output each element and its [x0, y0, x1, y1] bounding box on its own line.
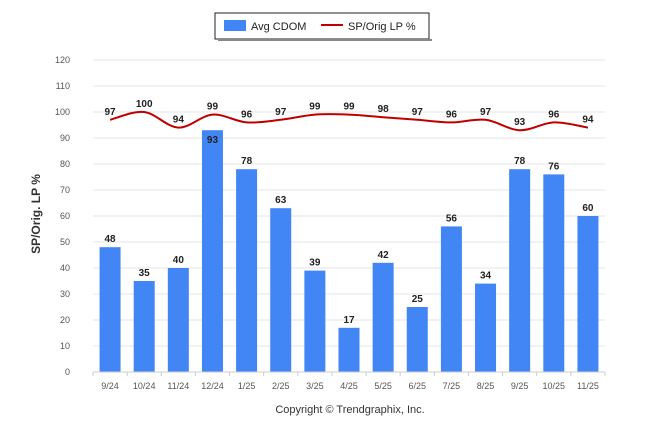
x-tick-label: 9/25	[511, 381, 529, 391]
x-tick-label: 10/25	[543, 381, 566, 391]
bar	[338, 327, 360, 372]
line-value-label: 97	[412, 107, 424, 118]
x-tick-label: 10/24	[133, 381, 156, 391]
bar-value-label: 76	[548, 161, 560, 172]
bar	[270, 208, 292, 372]
y-tick-label: 30	[60, 289, 70, 299]
bar	[133, 281, 155, 372]
y-tick-label: 50	[60, 237, 70, 247]
x-tick-label: 1/25	[238, 381, 256, 391]
bar	[304, 270, 326, 372]
bar-value-label: 60	[582, 203, 594, 214]
y-tick-label: 70	[60, 185, 70, 195]
line-value-label: 94	[582, 115, 594, 126]
bar	[406, 307, 428, 372]
legend-bar-label: Avg CDOM	[251, 21, 306, 33]
bar	[201, 130, 223, 372]
bar	[577, 216, 599, 372]
bar-value-label: 63	[275, 195, 287, 206]
line-value-label: 97	[105, 107, 117, 118]
line-value-label: 94	[173, 115, 185, 126]
bar-value-label: 48	[105, 234, 117, 245]
line-value-label: 99	[207, 102, 219, 113]
line-value-label: 97	[480, 107, 492, 118]
bar-value-label: 35	[139, 268, 151, 279]
x-tick-label: 9/24	[101, 381, 119, 391]
bar	[236, 169, 258, 372]
x-tick-label: 12/24	[201, 381, 224, 391]
x-tick-label: 2/25	[272, 381, 290, 391]
bar-value-label: 78	[514, 156, 526, 167]
bar-value-label: 25	[412, 294, 424, 305]
bar	[440, 226, 462, 372]
bar	[509, 169, 531, 372]
y-tick-label: 80	[60, 159, 70, 169]
x-tick-label: 11/25	[577, 381, 599, 391]
x-tick-label: 6/25	[409, 381, 427, 391]
bar	[475, 283, 497, 372]
bar	[372, 262, 394, 372]
y-tick-label: 60	[60, 211, 70, 221]
legend-line-label: SP/Orig LP %	[348, 21, 416, 33]
bar-value-label: 39	[309, 258, 321, 269]
bar-value-label: 40	[173, 255, 185, 266]
x-tick-label: 11/24	[167, 381, 189, 391]
line-value-label: 100	[136, 99, 153, 110]
y-tick-label: 20	[60, 315, 70, 325]
bar	[543, 174, 565, 372]
bars	[99, 130, 599, 372]
line-value-label: 99	[309, 102, 321, 113]
line-value-label: 93	[514, 117, 526, 128]
y-tick-label: 0	[65, 367, 70, 377]
line-value-label: 98	[378, 104, 390, 115]
bar	[167, 268, 189, 372]
line-value-label: 96	[241, 109, 253, 120]
series-line-sp-orig-lp	[109, 110, 589, 132]
line-value-label: 96	[446, 109, 458, 120]
x-tick-label: 7/25	[443, 381, 461, 391]
x-tick-label: 4/25	[340, 381, 358, 391]
bar-labels: 48 35 40 93 78 63 39 17 42 25 56 34 78 76 60	[105, 135, 594, 326]
bar-value-label: 78	[241, 156, 253, 167]
copyright-text: Copyright © Trendgraphix, Inc.	[275, 404, 424, 416]
line-labels: 97 100 94 99 96 97 99 99 98 97 96 97 93 96 94	[105, 99, 594, 128]
x-tick-label: 5/25	[374, 381, 392, 391]
y-axis-ticks: 0 10 20 30 40 50 60 70 80 90 100 110 120	[55, 55, 70, 377]
y-axis-label: SP/Orig. LP %	[29, 174, 43, 254]
bar-value-label: 93	[207, 135, 219, 146]
y-tick-label: 10	[60, 341, 70, 351]
bar-value-label: 56	[446, 213, 458, 224]
line-value-label: 97	[275, 107, 287, 118]
bar	[99, 247, 121, 372]
x-axis-ticks: 9/24 10/24 11/24 12/24 1/25 2/25 3/25 4/25 5/25 6…	[92, 372, 606, 391]
bar-value-label: 34	[480, 271, 492, 282]
bar-value-label: 17	[343, 315, 355, 326]
y-tick-label: 120	[55, 55, 70, 65]
line-value-label: 99	[343, 102, 355, 113]
line-value-label: 96	[548, 109, 560, 120]
y-tick-label: 110	[56, 81, 70, 91]
y-tick-label: 90	[60, 133, 70, 143]
x-tick-label: 3/25	[306, 381, 324, 391]
y-tick-label: 40	[60, 263, 70, 273]
bar-value-label: 42	[378, 250, 390, 261]
x-tick-label: 8/25	[477, 381, 495, 391]
legend: Avg CDOM SP/Orig LP %	[214, 12, 432, 41]
y-tick-label: 100	[55, 107, 70, 117]
legend-bar-swatch	[224, 20, 246, 31]
